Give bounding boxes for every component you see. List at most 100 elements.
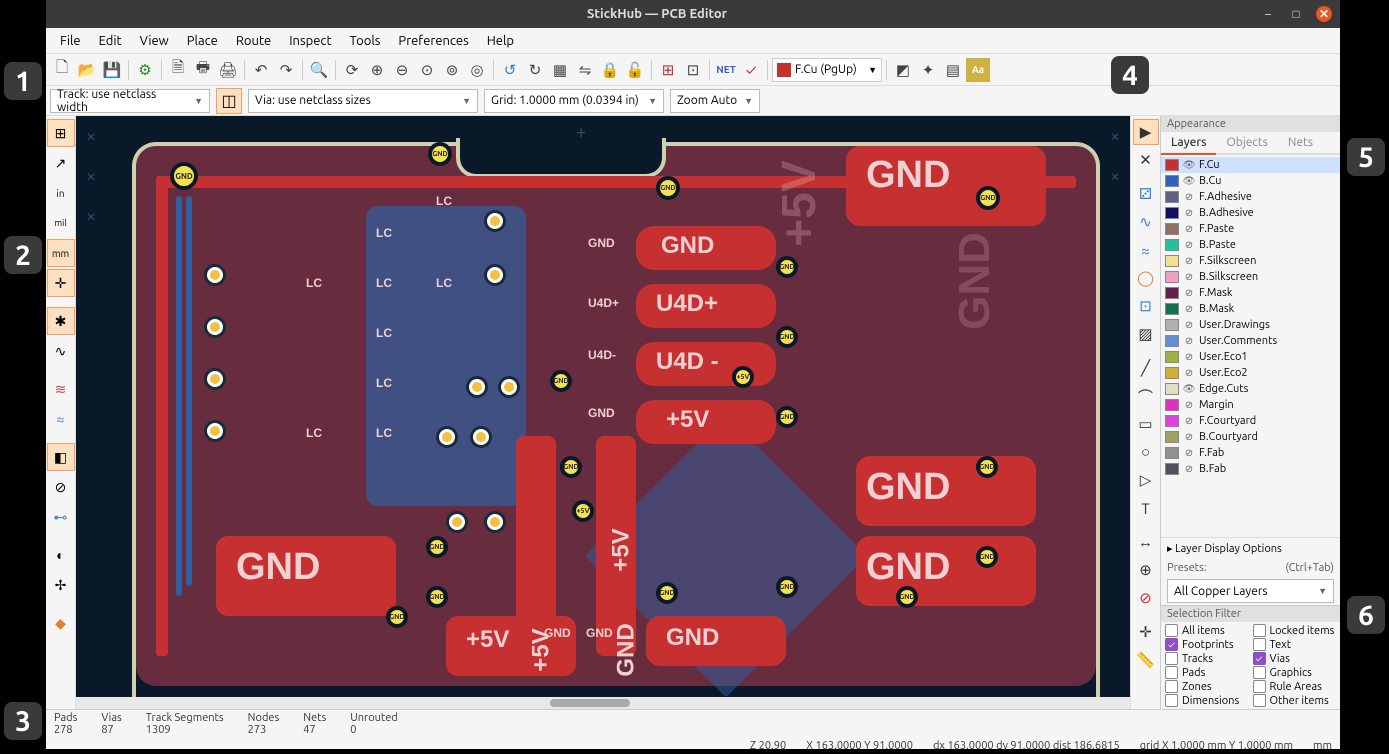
units-mm-icon[interactable]: mm bbox=[47, 239, 75, 267]
layer-row[interactable]: ⊘User.Eco2 bbox=[1161, 365, 1340, 381]
new-icon[interactable]: 🗋 bbox=[50, 58, 74, 82]
filter-item[interactable]: Other items bbox=[1253, 694, 1337, 707]
print-icon[interactable]: 🖶 bbox=[191, 58, 215, 82]
refresh-icon[interactable]: ⟳ bbox=[340, 58, 364, 82]
page-settings-icon[interactable]: 🗎 bbox=[166, 58, 190, 82]
hidden-icon[interactable]: ⊘ bbox=[1183, 447, 1195, 459]
layer-selector[interactable]: F.Cu (PgUp) ▼ bbox=[772, 58, 882, 82]
layer-row[interactable]: ⊘F.Adhesive bbox=[1161, 189, 1340, 205]
layer-row[interactable]: ⊘User.Drawings bbox=[1161, 317, 1340, 333]
tab-layers[interactable]: Layers bbox=[1161, 132, 1216, 155]
layer-color-swatch[interactable] bbox=[1165, 415, 1179, 427]
text-style-icon[interactable]: Aa bbox=[966, 58, 990, 82]
arc-tool-icon[interactable]: ⌒ bbox=[1133, 383, 1159, 409]
layer-row[interactable]: ⊘F.Fab bbox=[1161, 445, 1340, 461]
update-pcb-icon[interactable]: NET bbox=[714, 58, 738, 82]
layer-row[interactable]: ⊘Margin bbox=[1161, 397, 1340, 413]
layer-color-swatch[interactable] bbox=[1165, 319, 1179, 331]
layer-color-swatch[interactable] bbox=[1165, 223, 1179, 235]
lock-icon[interactable]: 🔒 bbox=[598, 58, 622, 82]
hidden-icon[interactable]: ⊘ bbox=[1183, 351, 1195, 363]
layer-row[interactable]: 👁B.Cu bbox=[1161, 173, 1340, 189]
rotate-ccw-icon[interactable]: ↺ bbox=[498, 58, 522, 82]
pcb-canvas[interactable]: × × × + × × bbox=[76, 116, 1130, 709]
hidden-icon[interactable]: ⊘ bbox=[1183, 191, 1195, 203]
layer-row[interactable]: ⊘B.Mask bbox=[1161, 301, 1340, 317]
scripting-icon[interactable]: ▤ bbox=[941, 58, 965, 82]
hidden-icon[interactable]: ⊘ bbox=[1183, 431, 1195, 443]
redo-icon[interactable]: ↷ bbox=[274, 58, 298, 82]
layer-color-swatch[interactable] bbox=[1165, 447, 1179, 459]
unlock-icon[interactable]: 🔓 bbox=[623, 58, 647, 82]
find-icon[interactable]: 🔍 bbox=[307, 58, 331, 82]
hidden-icon[interactable]: ⊘ bbox=[1183, 335, 1195, 347]
zoom-fit-icon[interactable]: ⊙ bbox=[415, 58, 439, 82]
layer-row[interactable]: ⊘User.Eco1 bbox=[1161, 349, 1340, 365]
menu-view[interactable]: View bbox=[132, 32, 177, 50]
layer-color-swatch[interactable] bbox=[1165, 335, 1179, 347]
hidden-icon[interactable]: ⊘ bbox=[1183, 207, 1195, 219]
checkbox-icon[interactable] bbox=[1165, 666, 1178, 679]
eye-icon[interactable]: 👁 bbox=[1183, 159, 1195, 171]
hidden-icon[interactable]: ⊘ bbox=[1183, 271, 1195, 283]
menu-inspect[interactable]: Inspect bbox=[281, 32, 339, 50]
high-contrast-icon[interactable]: ◐ bbox=[47, 541, 75, 569]
fill-zones-icon[interactable]: ≋ bbox=[47, 375, 75, 403]
filter-item[interactable]: Rule Areas bbox=[1253, 680, 1337, 693]
layer-color-swatch[interactable] bbox=[1165, 255, 1179, 267]
hidden-icon[interactable]: ⊘ bbox=[1183, 287, 1195, 299]
layer-row[interactable]: 👁Edge.Cuts bbox=[1161, 381, 1340, 397]
filter-item[interactable]: All items bbox=[1165, 624, 1249, 637]
checkbox-icon[interactable] bbox=[1165, 694, 1178, 707]
ratsnest-curved-icon[interactable]: ∿ bbox=[47, 337, 75, 365]
eye-icon[interactable]: 👁 bbox=[1183, 175, 1195, 187]
menu-route[interactable]: Route bbox=[228, 32, 279, 50]
measure-tool-icon[interactable]: 📏 bbox=[1133, 647, 1159, 673]
units-in-icon[interactable]: in bbox=[47, 179, 75, 207]
layer-color-swatch[interactable] bbox=[1165, 303, 1179, 315]
text-tool-icon[interactable]: T bbox=[1133, 495, 1159, 521]
route-diff-icon[interactable]: ≈ bbox=[1133, 237, 1159, 263]
menu-file[interactable]: File bbox=[52, 32, 89, 50]
rotate-cw-icon[interactable]: ↻ bbox=[523, 58, 547, 82]
checkbox-icon[interactable] bbox=[1253, 694, 1266, 707]
menu-help[interactable]: Help bbox=[479, 32, 522, 50]
grid-dropdown[interactable]: Grid: 1.0000 mm (0.0394 in)▼ bbox=[484, 89, 664, 113]
menu-tools[interactable]: Tools bbox=[342, 32, 389, 50]
rect-tool-icon[interactable]: ▭ bbox=[1133, 411, 1159, 437]
menu-place[interactable]: Place bbox=[179, 32, 226, 50]
layer-color-swatch[interactable] bbox=[1165, 207, 1179, 219]
layer-color-swatch[interactable] bbox=[1165, 287, 1179, 299]
preset-dropdown[interactable]: All Copper Layers▼ bbox=[1167, 579, 1334, 603]
layer-color-swatch[interactable] bbox=[1165, 431, 1179, 443]
zoom-dropdown[interactable]: Zoom Auto▼ bbox=[670, 89, 760, 113]
highlight-net-icon[interactable]: ✕ bbox=[1133, 147, 1159, 173]
layer-color-swatch[interactable] bbox=[1165, 239, 1179, 251]
layer-row[interactable]: ⊘B.Paste bbox=[1161, 237, 1340, 253]
track-fill-icon[interactable]: ⊷ bbox=[47, 503, 75, 531]
checkbox-icon[interactable] bbox=[1253, 680, 1266, 693]
filter-item[interactable]: Locked items bbox=[1253, 624, 1337, 637]
window-maximize-button[interactable]: □ bbox=[1288, 6, 1304, 22]
hidden-icon[interactable]: ⊘ bbox=[1183, 255, 1195, 267]
ratsnest-toggle-icon[interactable]: ✱ bbox=[47, 307, 75, 335]
layer-list[interactable]: 👁F.Cu👁B.Cu⊘F.Adhesive⊘B.Adhesive⊘F.Paste… bbox=[1161, 155, 1340, 537]
hidden-icon[interactable]: ⊘ bbox=[1183, 319, 1195, 331]
layer-row[interactable]: 👁F.Cu bbox=[1161, 157, 1340, 173]
hidden-icon[interactable]: ⊘ bbox=[1183, 415, 1195, 427]
layer-row[interactable]: ⊘B.Courtyard bbox=[1161, 429, 1340, 445]
layer-row[interactable]: ⊘User.Comments bbox=[1161, 333, 1340, 349]
horizontal-scrollbar[interactable] bbox=[76, 697, 1130, 709]
undo-icon[interactable]: ↶ bbox=[249, 58, 273, 82]
grid-toggle-icon[interactable]: ⊞ bbox=[47, 119, 75, 147]
checkbox-icon[interactable] bbox=[1253, 666, 1266, 679]
dimension-tool-icon[interactable]: ↔ bbox=[1133, 529, 1159, 555]
layer-color-swatch[interactable] bbox=[1165, 463, 1179, 475]
eye-icon[interactable]: 👁 bbox=[1183, 383, 1195, 395]
menu-edit[interactable]: Edit bbox=[91, 32, 130, 50]
layer-color-swatch[interactable] bbox=[1165, 383, 1179, 395]
tab-objects[interactable]: Objects bbox=[1216, 132, 1277, 153]
checkbox-icon[interactable] bbox=[1165, 652, 1178, 665]
via-size-dropdown[interactable]: Via: use netclass sizes▼ bbox=[248, 89, 478, 113]
place-footprint-icon[interactable]: ⚂ bbox=[1133, 181, 1159, 207]
